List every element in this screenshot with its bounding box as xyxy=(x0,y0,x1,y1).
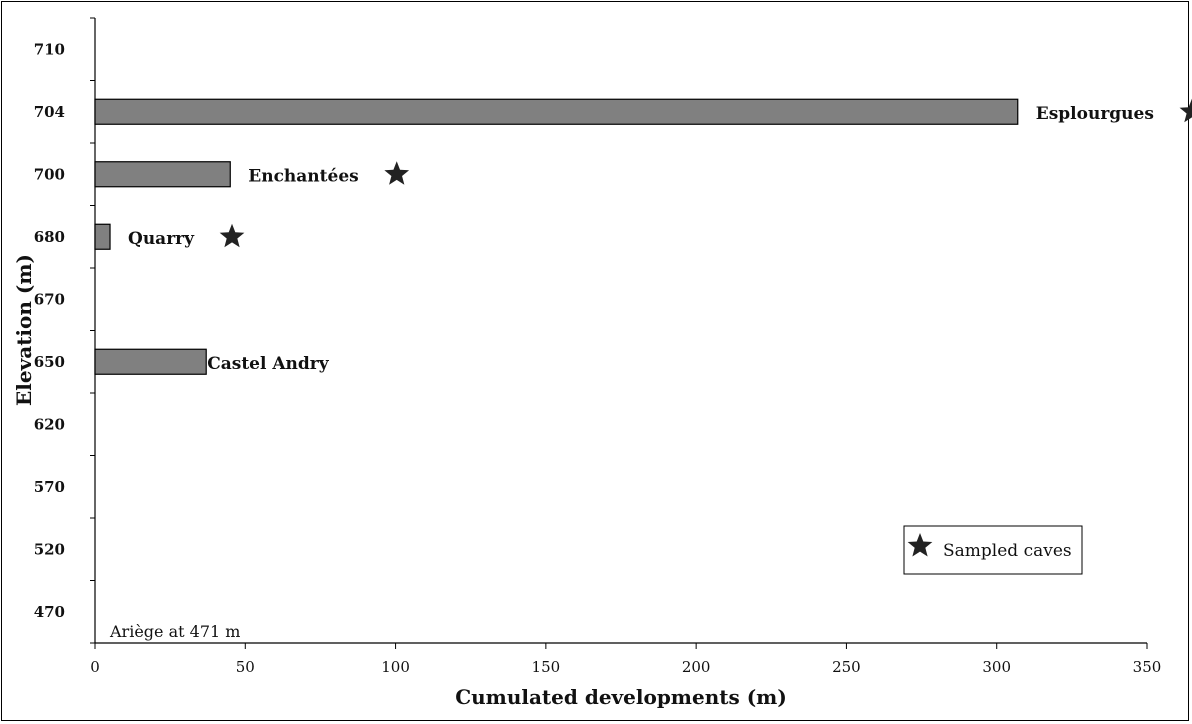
y-tick-label: 470 xyxy=(34,603,65,621)
bar xyxy=(94,348,207,375)
x-tick-label: 200 xyxy=(682,658,711,676)
x-tick-label: 0 xyxy=(90,658,100,676)
bar xyxy=(94,161,231,188)
legend-box xyxy=(903,525,1083,575)
y-tick-label: 700 xyxy=(34,165,65,183)
bars xyxy=(94,98,1019,375)
bar-label: Castel Andry xyxy=(207,354,330,374)
bar-label: Enchantées xyxy=(248,166,358,186)
legend: Sampled caves xyxy=(903,525,1083,575)
y-tick-label: 670 xyxy=(34,290,65,308)
bar-label: Esplourgues xyxy=(1036,104,1154,124)
y-tick-label: 680 xyxy=(34,228,65,246)
y-ticks: 710 704 700 680 670 650 620 570 520 470 xyxy=(34,17,95,644)
y-tick-label: 520 xyxy=(34,540,65,558)
star-icon xyxy=(1179,98,1192,123)
y-axis-title: Elevation (m) xyxy=(12,254,36,406)
x-tick-label: 50 xyxy=(236,658,255,676)
x-axis-title: Cumulated developments (m) xyxy=(455,685,787,709)
star-icon xyxy=(384,161,410,185)
y-tick-label: 650 xyxy=(34,353,65,371)
x-tick-label: 100 xyxy=(381,658,410,676)
y-tick-label: 710 xyxy=(34,40,65,58)
x-ticks: 0 50 100 150 200 250 300 350 xyxy=(90,643,1161,676)
x-tick-label: 300 xyxy=(982,658,1011,676)
bar xyxy=(94,223,111,250)
y-tick-label: 704 xyxy=(34,103,65,121)
legend-label: Sampled caves xyxy=(943,541,1072,561)
bar xyxy=(94,98,1019,125)
star-icon xyxy=(219,223,245,248)
river-annotation: Ariège at 471 m xyxy=(109,622,240,641)
y-tick-label: 620 xyxy=(34,415,65,433)
x-tick-label: 150 xyxy=(532,658,561,676)
x-tick-label: 250 xyxy=(832,658,861,676)
y-tick-label: 570 xyxy=(34,478,65,496)
star-icon xyxy=(907,533,933,557)
x-tick-label: 350 xyxy=(1133,658,1162,676)
bar-labels: Esplourgues Enchantées Quarry Castel Andry xyxy=(128,98,1192,374)
bar-label: Quarry xyxy=(128,229,195,249)
